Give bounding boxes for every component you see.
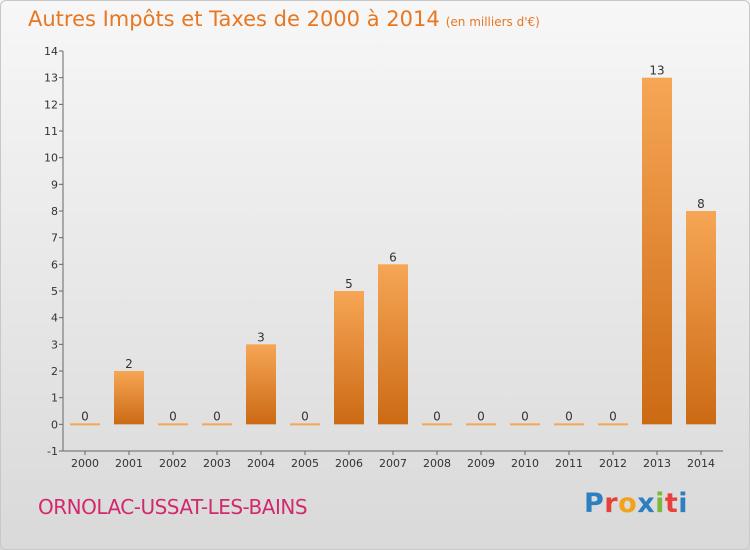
y-tick-label: -1	[47, 445, 58, 458]
x-tick-label: 2006	[335, 457, 363, 470]
x-tick-label: 2012	[599, 457, 627, 470]
data-label: 6	[389, 250, 397, 264]
y-tick-label: 9	[51, 178, 58, 191]
logo-letter: i	[655, 488, 665, 519]
chart-unit-note: (en milliers d'€)	[445, 15, 540, 29]
data-label: 0	[301, 409, 309, 423]
data-label: 0	[609, 409, 617, 423]
bar	[686, 211, 716, 425]
bar	[70, 423, 100, 426]
x-tick-label: 2004	[247, 457, 275, 470]
data-label: 3	[257, 330, 265, 344]
proxiti-logo: Proxiti	[584, 488, 688, 519]
logo-letter: r	[604, 488, 619, 519]
bar	[422, 423, 452, 426]
data-label: 0	[213, 409, 221, 423]
data-label: 0	[477, 409, 485, 423]
x-tick-label: 2010	[511, 457, 539, 470]
y-tick-label: 2	[51, 365, 58, 378]
data-label: 0	[433, 409, 441, 423]
y-tick-label: 1	[51, 392, 58, 405]
data-label: 13	[649, 64, 664, 78]
y-tick-label: 8	[51, 205, 58, 218]
y-tick-label: 11	[44, 125, 58, 138]
logo-letter: o	[618, 488, 638, 519]
y-tick-label: 5	[51, 285, 58, 298]
x-tick-label: 2014	[687, 457, 715, 470]
y-tick-label: 6	[51, 258, 58, 271]
x-tick-label: 2005	[291, 457, 319, 470]
data-label: 5	[345, 277, 353, 291]
y-tick-label: 14	[44, 45, 58, 58]
x-tick-label: 2003	[203, 457, 231, 470]
x-tick-label: 2011	[555, 457, 583, 470]
y-tick-label: 7	[51, 232, 58, 245]
bar	[114, 371, 144, 425]
x-tick-label: 2001	[115, 457, 143, 470]
y-tick-label: 10	[44, 152, 58, 165]
data-label: 0	[81, 409, 89, 423]
logo-letter: P	[584, 488, 605, 519]
data-label: 0	[565, 409, 573, 423]
logo-letter: t	[664, 488, 679, 519]
x-tick-label: 2007	[379, 457, 407, 470]
bar	[378, 264, 408, 425]
y-tick-label: 13	[44, 72, 58, 85]
bar	[598, 423, 628, 426]
y-tick-label: 0	[51, 418, 58, 431]
y-tick-label: 4	[51, 312, 58, 325]
bar	[554, 423, 584, 426]
bar	[202, 423, 232, 426]
y-tick-label: 3	[51, 338, 58, 351]
bar	[158, 423, 188, 426]
x-tick-label: 2000	[71, 457, 99, 470]
x-tick-label: 2002	[159, 457, 187, 470]
chart-title: Autres Impôts et Taxes de 2000 à 2014 (en…	[28, 7, 540, 31]
x-tick-label: 2008	[423, 457, 451, 470]
data-label: 0	[169, 409, 177, 423]
bar	[510, 423, 540, 426]
x-tick-label: 2013	[643, 457, 671, 470]
y-tick-label: 12	[44, 98, 58, 111]
bar	[334, 291, 364, 425]
commune-name: ORNOLAC-USSAT-LES-BAINS	[38, 495, 308, 519]
x-tick-label: 2009	[467, 457, 495, 470]
logo-letter: x	[637, 488, 656, 519]
bar	[466, 423, 496, 426]
data-label: 2	[125, 357, 133, 371]
bar	[246, 344, 276, 425]
plot-area: -101234567891011121314200002001220020200…	[44, 45, 723, 470]
data-label: 8	[697, 197, 705, 211]
bar	[290, 423, 320, 426]
logo-letter: i	[678, 488, 689, 519]
chart-title-text: Autres Impôts et Taxes de 2000 à 2014	[28, 7, 440, 31]
data-label: 0	[521, 409, 529, 423]
bar	[642, 77, 672, 425]
